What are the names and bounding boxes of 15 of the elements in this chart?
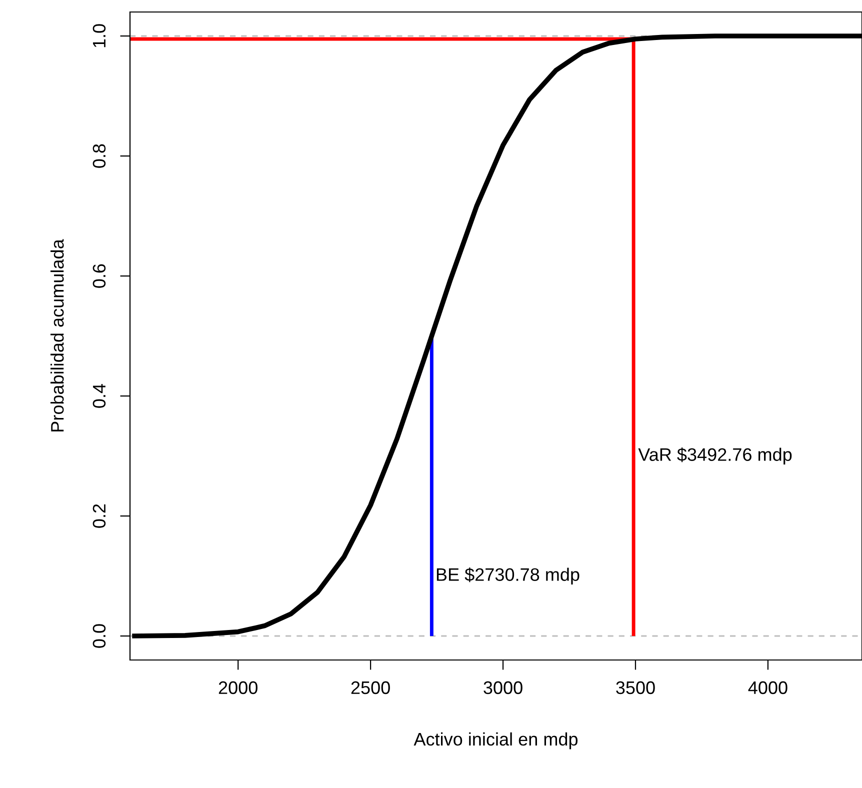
y-axis-title: Probabilidad acumulada [50,239,64,432]
x-tick-label: 3000 [484,681,522,694]
y-tick-label: 0.6 [92,264,106,288]
x-axis-title: Activo inicial en mdp [414,732,578,750]
x-tick-label: 4000 [748,681,788,694]
y-tick-label: 0.8 [92,144,106,168]
x-tick-label: 2500 [351,681,390,694]
y-tick-label: 0.0 [92,624,106,648]
x-tick-label: 2000 [218,681,258,694]
annotation: VaR $3492.76 mdp [638,447,792,465]
y-tick-label: 1.0 [92,24,106,48]
x-tick-label: 3500 [616,681,655,694]
y-tick-label: 0.4 [92,384,106,408]
y-tick-label: 0.2 [92,504,106,528]
annotation: BE $2730.78 mdp [436,567,580,585]
